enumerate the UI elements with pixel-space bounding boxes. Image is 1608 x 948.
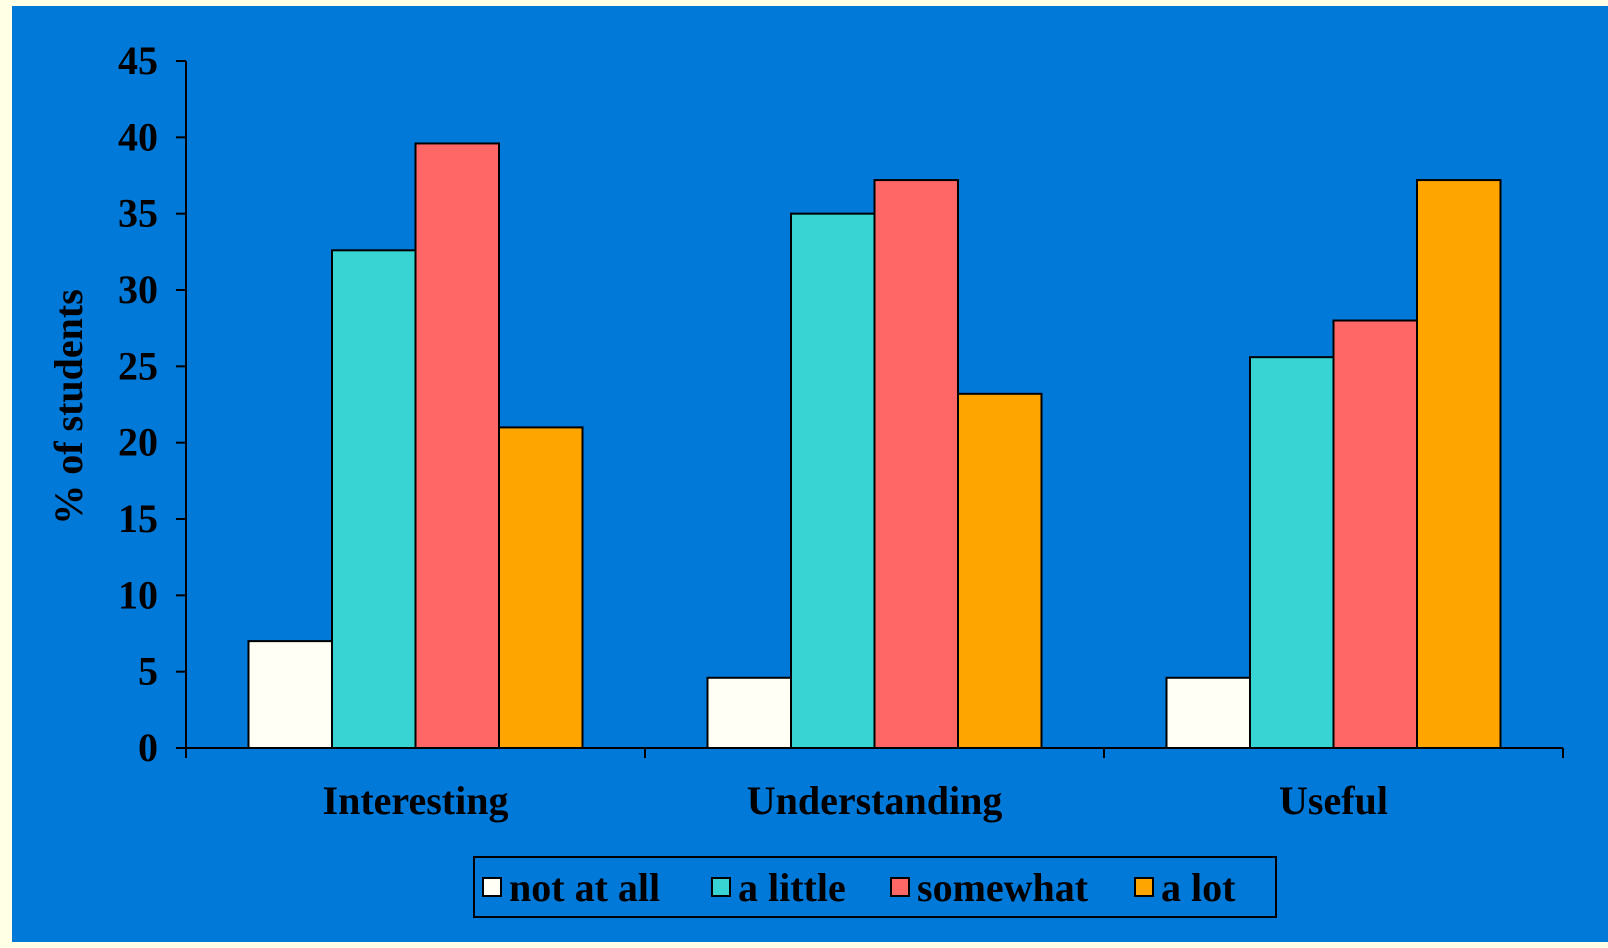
- bar-a-little-interesting: [331, 249, 417, 749]
- legend-label-a-lot: a lot: [1161, 865, 1236, 910]
- category-label-useful: Useful: [1279, 778, 1388, 823]
- y-tick-label: 45: [118, 38, 158, 83]
- bar-chart: 0 5 10 15 20 25 30 35 40 45 Interesting Understand…: [46, 38, 1564, 918]
- legend-box: [473, 856, 1277, 918]
- legend-swatch-a-lot: [1134, 877, 1154, 897]
- legend-swatch-somewhat: [890, 877, 910, 897]
- bar-a-lot-understanding: [957, 392, 1043, 749]
- legend-label-a-little: a little: [738, 865, 846, 910]
- y-tick-label: 40: [118, 114, 158, 159]
- bar-somewhat-useful: [1332, 319, 1418, 749]
- y-tick-label: 10: [118, 572, 158, 617]
- y-tick-label: 35: [118, 191, 158, 236]
- category-label-understanding: Understanding: [747, 778, 1003, 823]
- chart-panel: 0 5 10 15 20 25 30 35 40 45 Interesting Understand…: [12, 6, 1608, 942]
- bar-somewhat-interesting: [414, 142, 500, 749]
- bar-somewhat-understanding: [873, 179, 959, 749]
- y-tick-label: 20: [118, 420, 158, 465]
- bar-a-lot-useful: [1416, 179, 1502, 749]
- bar-a-lot-interesting: [498, 426, 584, 749]
- y-tick-label: 15: [118, 496, 158, 541]
- category-label-interesting: Interesting: [323, 778, 509, 823]
- legend-label-somewhat: somewhat: [917, 865, 1089, 910]
- bar-a-little-useful: [1249, 356, 1335, 749]
- bar-not-at-all-understanding: [706, 676, 792, 749]
- bar-not-at-all-useful: [1165, 676, 1251, 749]
- category-labels: Interesting Understanding Useful: [323, 778, 1388, 823]
- legend-swatch-not-at-all: [482, 877, 502, 897]
- y-tick-label: 0: [138, 725, 158, 770]
- y-tick-label: 30: [118, 267, 158, 312]
- legend-label-not-at-all: not at all: [509, 865, 660, 910]
- y-tick-label: 5: [138, 649, 158, 694]
- axes-layer: [176, 60, 1564, 758]
- y-axis-title: % of students: [46, 289, 91, 525]
- y-tick-labels: 0 5 10 15 20 25 30 35 40 45: [118, 38, 158, 770]
- bar-not-at-all-interesting: [247, 640, 333, 750]
- legend-swatch-a-little: [711, 877, 731, 897]
- legend: not at all a little somewhat a lot: [473, 856, 1277, 918]
- y-tick-label: 25: [118, 343, 158, 388]
- bar-a-little-understanding: [790, 212, 876, 749]
- bars-layer: [247, 142, 1502, 750]
